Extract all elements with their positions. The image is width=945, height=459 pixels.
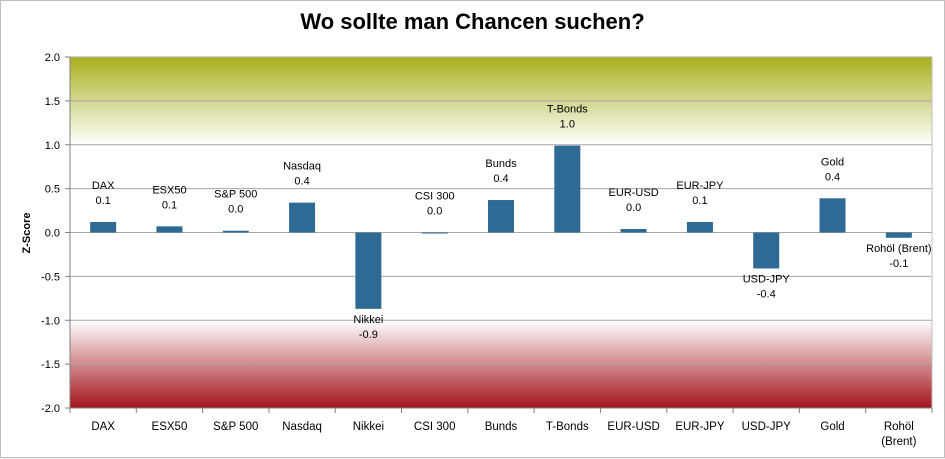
y-tick-label: -1.5: [41, 359, 60, 371]
x-tick-label: ESX50: [152, 421, 188, 433]
x-tick-label: S&P 500: [213, 421, 258, 433]
x-tick-label: Rohöl: [884, 421, 914, 433]
y-tick-label: 2.0: [45, 52, 60, 64]
x-tick-label: T-Bonds: [546, 421, 589, 433]
x-tick-label: Nasdaq: [282, 421, 322, 433]
y-tick-label: 0.5: [45, 184, 60, 196]
data-label-name: Rohöl (Brent): [866, 243, 931, 255]
bar: [620, 228, 647, 233]
data-label-name: ESX50: [152, 184, 186, 196]
x-tick-label: Nikkei: [353, 421, 384, 433]
x-tick-label: CSI 300: [414, 421, 456, 433]
chart-title: Wo sollte man Chancen suchen?: [300, 9, 645, 34]
data-label-name: S&P 500: [214, 189, 257, 201]
y-tick-label: -0.5: [41, 271, 60, 283]
data-label-value: 0.0: [427, 206, 442, 218]
data-label-value: 0.1: [96, 195, 111, 207]
data-label-value: 0.4: [825, 171, 840, 183]
bar: [885, 232, 912, 238]
x-tick-label: EUR-JPY: [675, 421, 725, 433]
bar: [554, 145, 581, 233]
y-tick-label: 1.0: [45, 140, 60, 152]
bar: [421, 232, 448, 234]
x-tick-label: USD-JPY: [742, 421, 792, 433]
data-label-value: -0.1: [889, 258, 908, 270]
bar: [355, 232, 382, 309]
data-label-name: CSI 300: [415, 191, 455, 203]
data-label-name: T-Bonds: [547, 104, 588, 116]
data-label-name: USD-JPY: [743, 273, 791, 285]
data-label-name: Nasdaq: [283, 161, 321, 173]
data-label-name: Nikkei: [353, 314, 383, 326]
bar: [289, 202, 316, 233]
data-label-value: 1.0: [560, 119, 575, 131]
x-tick-label: Gold: [820, 421, 844, 433]
data-label-value: -0.9: [359, 329, 378, 341]
y-tick-label: 0.0: [45, 228, 60, 240]
x-tick-label: DAX: [91, 421, 115, 433]
data-label-value: 0.4: [493, 173, 508, 185]
data-label-value: 0.1: [162, 199, 177, 211]
y-tick-label: -1.0: [41, 315, 60, 327]
data-label-name: Bunds: [485, 158, 517, 170]
x-tick-label: Bunds: [485, 421, 518, 433]
data-label-value: 0.0: [626, 202, 641, 214]
data-label-name: Gold: [821, 156, 844, 168]
data-label-value: -0.4: [757, 288, 776, 300]
x-tick-label: EUR-USD: [607, 421, 659, 433]
data-label-value: 0.4: [294, 176, 309, 188]
bar: [753, 232, 780, 269]
bar: [90, 221, 117, 233]
y-tick-label: 1.5: [45, 96, 60, 108]
data-label-name: EUR-JPY: [676, 180, 724, 192]
bar: [222, 230, 249, 233]
data-label-name: EUR-USD: [609, 187, 659, 199]
x-tick-label: (Brent): [881, 436, 916, 448]
bar: [686, 221, 713, 233]
y-axis-title: Z-Score: [21, 213, 33, 254]
data-label-value: 0.0: [228, 204, 243, 216]
data-label-value: 0.1: [692, 195, 707, 207]
data-label-name: DAX: [92, 180, 115, 192]
y-tick-label: -2.0: [41, 403, 60, 415]
bar: [488, 200, 514, 233]
bar: [819, 198, 846, 233]
bar: [156, 226, 183, 233]
